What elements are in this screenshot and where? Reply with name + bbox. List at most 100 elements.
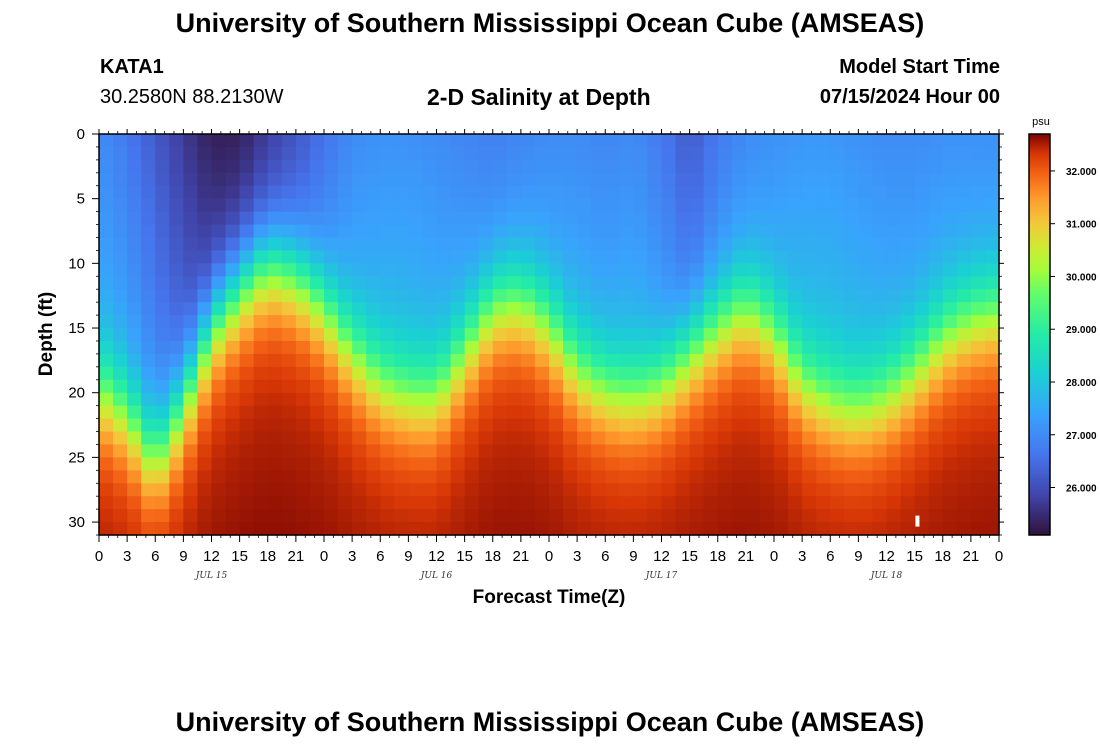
heatmap-cell: [99, 405, 114, 420]
heatmap-cell: [309, 366, 325, 381]
heatmap-cell: [169, 366, 184, 381]
heatmap-cell: [563, 224, 578, 239]
heatmap-cell: [141, 522, 156, 536]
heatmap-cell: [788, 379, 803, 394]
heatmap-cell: [549, 457, 564, 471]
heatmap-cell: [436, 392, 452, 407]
heatmap-cell: [675, 522, 691, 536]
heatmap-cell: [141, 418, 156, 433]
heatmap-cell: [788, 418, 803, 433]
heatmap-cell: [577, 522, 592, 536]
heatmap-cell: [689, 134, 705, 148]
heatmap-cell: [549, 146, 564, 161]
heatmap-cell: [605, 392, 620, 407]
heatmap-cell: [408, 444, 424, 458]
heatmap-cell: [267, 276, 283, 290]
heatmap-cell: [309, 185, 325, 200]
heatmap-cell: [422, 134, 438, 148]
heatmap-cell: [872, 379, 888, 394]
heatmap-cell: [872, 276, 888, 290]
heatmap-cell: [858, 159, 874, 174]
heatmap-cell: [253, 134, 269, 148]
heatmap-cell: [197, 522, 213, 536]
heatmap-cell: [309, 289, 325, 303]
heatmap-cell: [675, 237, 691, 252]
heatmap-cell: [774, 405, 789, 420]
heatmap-cell: [478, 250, 494, 264]
heatmap-cell: [731, 159, 747, 174]
heatmap-cell: [422, 431, 438, 446]
heatmap-cell: [563, 328, 578, 342]
heatmap-cell: [534, 302, 550, 316]
heatmap-cell: [731, 237, 747, 252]
heatmap-cell: [408, 509, 424, 523]
heatmap-cell: [450, 237, 466, 252]
heatmap-cell: [183, 328, 199, 342]
heatmap-cell: [914, 211, 930, 226]
heatmap-cell: [352, 315, 367, 329]
heatmap-cell: [239, 457, 255, 471]
heatmap-cell: [436, 146, 452, 161]
heatmap-cell: [788, 146, 803, 161]
heatmap-cell: [633, 315, 649, 329]
heatmap-cell: [380, 224, 395, 239]
heatmap-cell: [872, 250, 888, 264]
heatmap-cell: [197, 211, 213, 226]
heatmap-cell: [591, 483, 606, 497]
heatmap-cell: [239, 431, 255, 446]
heatmap-cell: [478, 289, 494, 303]
heatmap-cell: [577, 198, 592, 213]
heatmap-cell: [464, 405, 480, 420]
heatmap-cell: [928, 444, 944, 458]
heatmap-cell: [380, 444, 395, 458]
heatmap-cell: [99, 289, 114, 303]
heatmap-cell: [492, 353, 508, 368]
heatmap-cell: [338, 328, 353, 342]
heatmap-cell: [169, 250, 184, 264]
heatmap-cell: [886, 353, 902, 368]
heatmap-cell: [689, 263, 705, 277]
heatmap-cell: [338, 276, 353, 290]
heatmap-cell: [352, 340, 367, 355]
heatmap-cell: [633, 328, 649, 342]
heatmap-cell: [745, 134, 761, 148]
heatmap-cell: [816, 483, 831, 497]
heatmap-cell: [802, 315, 817, 329]
heatmap-cell: [211, 353, 227, 368]
heatmap-cell: [914, 418, 930, 433]
heatmap-cell: [239, 146, 255, 161]
heatmap-cell: [591, 134, 606, 148]
colorbar-tick-label: 32.000: [1066, 167, 1097, 178]
heatmap-cell: [492, 250, 508, 264]
heatmap-cell: [563, 276, 578, 290]
heatmap-cell: [309, 457, 325, 471]
heatmap-cell: [169, 263, 184, 277]
heatmap-cell: [661, 418, 677, 433]
heatmap-cell: [478, 509, 494, 523]
heatmap-cell: [309, 302, 325, 316]
heatmap-cell: [197, 224, 213, 239]
heatmap-cell: [675, 509, 691, 523]
heatmap-cell: [183, 457, 199, 471]
heatmap-cell: [281, 483, 297, 497]
heatmap-cell: [717, 405, 733, 420]
heatmap-cell: [675, 302, 691, 316]
heatmap-cell: [492, 379, 508, 394]
heatmap-cell: [956, 198, 972, 213]
heatmap-cell: [928, 366, 944, 381]
heatmap-cell: [506, 522, 522, 536]
heatmap-cell: [717, 276, 733, 290]
heatmap-cell: [858, 146, 874, 161]
heatmap-cell: [141, 470, 156, 484]
heatmap-cell: [436, 366, 452, 381]
heatmap-cell: [942, 185, 958, 200]
heatmap-cell: [99, 509, 114, 523]
heatmap-cell: [942, 328, 958, 342]
heatmap-cell: [408, 418, 424, 433]
heatmap-cell: [141, 379, 156, 394]
heatmap-cell: [267, 483, 283, 497]
heatmap-cell: [844, 302, 859, 316]
heatmap-cell: [661, 496, 677, 510]
heatmap-cell: [802, 198, 817, 213]
heatmap-cell: [281, 328, 297, 342]
